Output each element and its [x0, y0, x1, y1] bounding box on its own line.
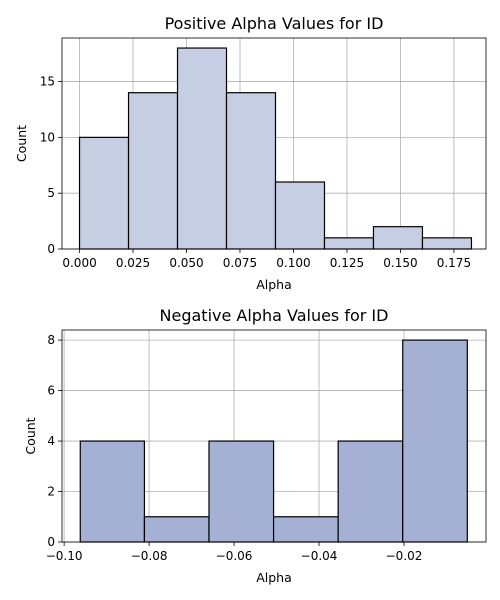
y-tick-label: 0 — [47, 242, 55, 256]
histogram-bar — [78, 136, 130, 250]
y-tick-label: 6 — [47, 384, 55, 398]
histogram-bar — [372, 226, 424, 250]
x-tick-label: 0.100 — [276, 256, 310, 270]
plot-frame — [61, 37, 487, 250]
chart-title: Negative Alpha Values for ID — [160, 306, 389, 325]
y-tick-label: 0 — [47, 535, 55, 549]
x-tick-label: 0.150 — [383, 256, 417, 270]
x-tick-label: −0.08 — [131, 549, 168, 563]
y-axis-label: Count — [23, 417, 38, 454]
x-tick-label: 0.125 — [330, 256, 364, 270]
histogram-bar — [337, 440, 404, 543]
histogram-bar — [127, 92, 179, 250]
y-tick-label: 4 — [47, 434, 55, 448]
x-tick-label: −0.10 — [46, 549, 83, 563]
y-tick-label: 5 — [47, 186, 55, 200]
histogram-bar — [421, 237, 473, 250]
histogram-bar — [323, 237, 375, 250]
y-tick-label: 15 — [40, 75, 55, 89]
histogram-bar — [402, 339, 468, 543]
x-tick-label: 0.050 — [169, 256, 203, 270]
y-axis-label: Count — [14, 125, 29, 162]
y-tick-label: 10 — [40, 130, 55, 144]
histogram-bar — [274, 181, 326, 250]
x-tick-label: −0.04 — [301, 549, 338, 563]
histogram-bar — [143, 516, 210, 543]
x-tick-label: 0.175 — [437, 256, 471, 270]
histogram-bar — [225, 92, 277, 250]
x-tick-label: −0.02 — [386, 549, 423, 563]
x-axis-label: Alpha — [256, 277, 292, 292]
negative-alpha-histogram: −0.10 −0.08 −0.06 −0.04 −0.02 0 2 4 6 8 Negative A… — [23, 306, 487, 585]
x-axis-label: Alpha — [256, 570, 292, 585]
histogram-bar — [79, 440, 146, 543]
chart-title: Positive Alpha Values for ID — [165, 14, 384, 33]
histogram-bar — [272, 516, 339, 543]
histogram-bar — [176, 47, 228, 250]
histogram-bar — [208, 440, 275, 543]
positive-alpha-histogram: 0.000 0.025 0.050 0.075 0.100 0.125 0.150 0.175… — [14, 14, 487, 292]
y-tick-label: 2 — [47, 485, 55, 499]
x-tick-label: −0.06 — [216, 549, 253, 563]
plot-frame — [61, 329, 487, 543]
x-tick-label: 0.000 — [62, 256, 96, 270]
x-tick-label: 0.075 — [223, 256, 257, 270]
x-tick-label: 0.025 — [116, 256, 150, 270]
y-tick-label: 8 — [47, 333, 55, 347]
